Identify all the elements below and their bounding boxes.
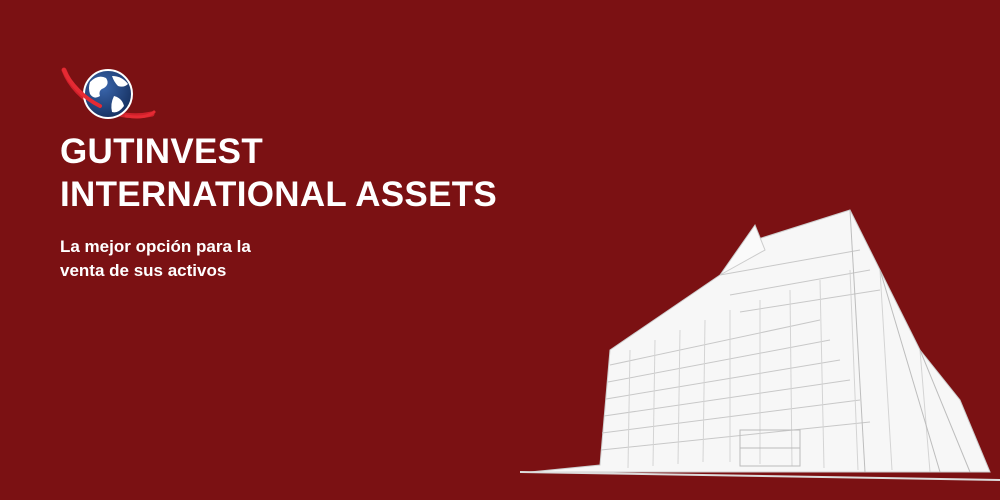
brand-title-line2: INTERNATIONAL ASSETS — [60, 175, 498, 214]
globe-orbit-icon — [61, 67, 156, 119]
tagline-line1: La mejor opción para la — [60, 237, 251, 256]
brand-title-line1: GUTINVEST — [60, 132, 263, 171]
tagline-line2: venta de sus activos — [60, 261, 227, 280]
building-sketch-illustration — [520, 209, 1000, 481]
